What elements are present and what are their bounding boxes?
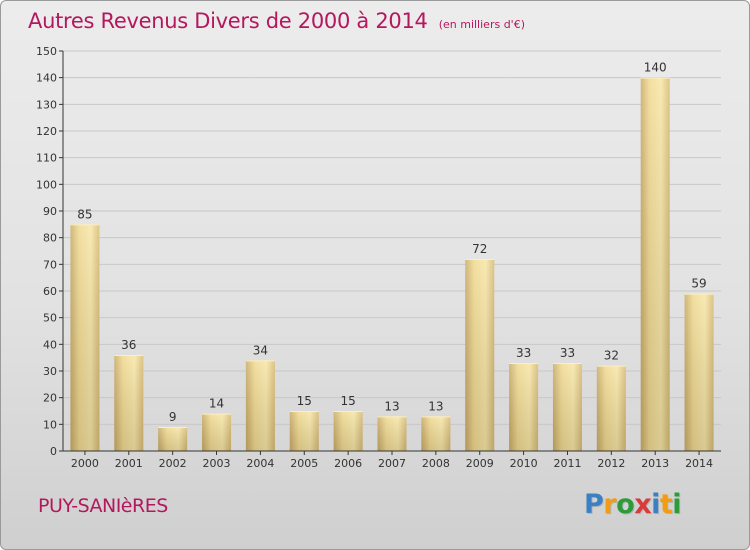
x-tick-label: 2007 (378, 457, 406, 470)
bar-shade (158, 427, 188, 451)
logo-letter: t (659, 489, 673, 520)
logo-letter: x (634, 489, 652, 520)
y-tick-label: 30 (43, 365, 57, 378)
y-tick-label: 130 (36, 98, 57, 111)
x-tick-label: 2005 (290, 457, 318, 470)
bar-shade (333, 411, 363, 451)
data-label: 15 (340, 394, 355, 408)
bar-shade (70, 224, 100, 451)
bar-shade (640, 77, 670, 452)
y-tick-label: 100 (36, 178, 57, 191)
bar-shade (465, 259, 495, 451)
x-tick-label: 2009 (466, 457, 494, 470)
y-tick-label: 150 (36, 45, 57, 58)
y-tick-label: 0 (50, 445, 57, 458)
bar-chart: 85 36 9 14 34 15 15 13 13 72 33 33 32 140 59 0 10 20 30 40… (36, 45, 721, 470)
data-label: 33 (516, 346, 531, 360)
chart-subtitle: (en milliers d'€) (438, 18, 525, 31)
x-tick-label: 2008 (422, 457, 450, 470)
bar-shade (421, 416, 451, 451)
x-tick-label: 2006 (334, 457, 362, 470)
data-label: 9 (169, 410, 177, 424)
data-label: 15 (297, 394, 312, 408)
bar-shade (684, 293, 714, 451)
data-label: 32 (604, 349, 619, 363)
data-label: 34 (253, 343, 268, 357)
logo-letter: i (672, 489, 682, 520)
data-label: 72 (472, 242, 487, 256)
y-tick-label: 40 (43, 338, 57, 351)
chart-title: Autres Revenus Divers de 2000 à 2014 (28, 9, 428, 33)
place-name: PUY-SANIèRES (38, 495, 168, 517)
bar-shade (245, 360, 275, 451)
bars-layer: 85 36 9 14 34 15 15 13 13 72 33 33 32 140 59 (70, 61, 714, 452)
y-tick-label: 90 (43, 205, 57, 218)
y-tick-label: 140 (36, 72, 57, 85)
x-tick-label: 2002 (159, 457, 187, 470)
x-tick-label: 2004 (246, 457, 274, 470)
bar-shade (552, 363, 582, 451)
y-tick-label: 60 (43, 285, 57, 298)
logo-letter: r (603, 489, 617, 520)
x-tick-label: 2011 (553, 457, 581, 470)
y-tick-label: 80 (43, 232, 57, 245)
bar-shade (509, 363, 539, 451)
proxiti-logo[interactable]: Proxiti (584, 489, 682, 520)
x-tick-label: 2001 (115, 457, 143, 470)
x-tick-label: 2010 (510, 457, 538, 470)
x-tick-label: 2014 (685, 457, 713, 470)
bar-shade (289, 411, 319, 451)
bar-shade (377, 416, 407, 451)
y-tick-label: 120 (36, 125, 57, 138)
y-tick-label: 10 (43, 418, 57, 431)
axis-layer: 0 10 20 30 40 50 60 70 80 90 100 110 120 130 140 150 200… (36, 45, 721, 470)
bar-shade (202, 413, 232, 451)
data-label: 13 (428, 399, 443, 413)
data-label: 140 (644, 61, 667, 75)
x-tick-label: 2000 (71, 457, 99, 470)
y-tick-label: 70 (43, 258, 57, 271)
logo-letter: i (651, 489, 660, 520)
title-row: Autres Revenus Divers de 2000 à 2014 (en… (28, 9, 525, 33)
x-tick-label: 2003 (203, 457, 231, 470)
data-label: 13 (384, 399, 399, 413)
y-tick-label: 50 (43, 312, 57, 325)
bar-shade (596, 365, 626, 451)
logo-letter: P (584, 489, 604, 520)
data-label: 14 (209, 397, 224, 411)
logo-letter: o (616, 489, 635, 520)
y-tick-label: 110 (36, 152, 57, 165)
bar-shade (114, 355, 144, 451)
data-label: 36 (121, 338, 136, 352)
y-tick-label: 20 (43, 392, 57, 405)
data-label: 59 (691, 277, 706, 291)
x-tick-label: 2013 (641, 457, 669, 470)
x-tick-label: 2012 (597, 457, 625, 470)
data-label: 85 (77, 207, 92, 221)
data-label: 33 (560, 346, 575, 360)
